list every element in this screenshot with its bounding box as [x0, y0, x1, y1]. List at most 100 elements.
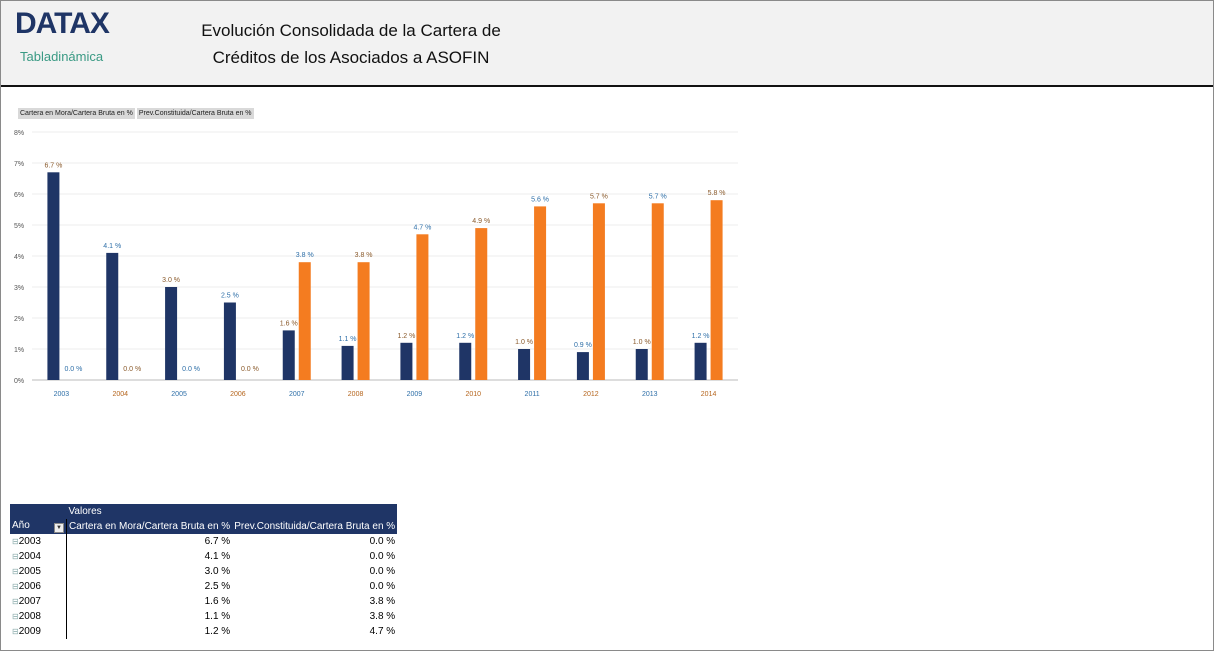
year-value: 2006	[18, 581, 41, 592]
expand-icon[interactable]: ⊟	[12, 612, 19, 621]
value-cell: 3.8 %	[369, 611, 396, 622]
year-cell[interactable]: ⊟2007	[10, 594, 67, 609]
x-tick-label: 2004	[112, 391, 128, 398]
expand-icon[interactable]: ⊟	[12, 627, 19, 636]
subtitle: Tabladinámica	[20, 49, 104, 64]
data-label: 5.7 %	[649, 193, 667, 200]
col1-header: Cartera en Mora/Cartera Bruta en %	[66, 519, 233, 534]
data-label: 3.8 %	[296, 252, 314, 259]
y-tick-label: 0%	[14, 378, 24, 385]
y-tick-label: 2%	[14, 316, 24, 323]
bar	[282, 330, 295, 380]
expand-icon[interactable]: ⊟	[12, 597, 19, 606]
data-label: 6.7 %	[44, 162, 62, 169]
bar	[165, 287, 178, 380]
year-value: 2003	[18, 536, 41, 547]
table-row: ⊟2008 1.1 % 3.8 %	[10, 609, 397, 624]
value-cell: 1.1 %	[204, 611, 231, 622]
value-cell: 0.0 %	[369, 566, 396, 577]
bar	[475, 228, 488, 380]
x-tick-label: 2007	[289, 391, 305, 398]
bar	[592, 203, 605, 380]
data-label: 4.7 %	[413, 224, 431, 231]
expand-icon[interactable]: ⊟	[12, 552, 19, 561]
title-line-1: Evolución Consolidada de la Cartera de	[201, 21, 501, 40]
year-value: 2007	[18, 596, 41, 607]
datax-logo: DATAX	[15, 7, 110, 40]
legend-series-2[interactable]: Prev.Constituida/Cartera Bruta en %	[136, 108, 254, 119]
header: DATAX Tabladinámica Evolución Consolidad…	[1, 1, 1213, 87]
bar	[223, 302, 236, 380]
value-cell: 3.8 %	[369, 596, 396, 607]
pivot-table: Valores Año ▼ Cartera en Mora/Cartera Brut…	[10, 504, 398, 639]
data-label: 1.2 %	[397, 333, 415, 340]
year-value: 2005	[18, 566, 41, 577]
data-label: 5.6 %	[531, 196, 549, 203]
bar	[635, 349, 648, 380]
table-row: ⊟2004 4.1 % 0.0 %	[10, 549, 397, 564]
bar	[694, 342, 707, 380]
title-line-2: Créditos de los Asociados a ASOFIN	[212, 48, 490, 67]
year-header: Año ▼	[10, 519, 67, 534]
x-tick-label: 2013	[642, 391, 658, 398]
value-cell: 0.0 %	[369, 581, 396, 592]
y-tick-label: 8%	[14, 130, 24, 137]
expand-icon[interactable]: ⊟	[12, 582, 19, 591]
value-cell: 1.2 %	[204, 626, 231, 637]
bar	[357, 262, 370, 380]
x-tick-label: 2006	[230, 391, 246, 398]
year-cell[interactable]: ⊟2006	[10, 579, 67, 594]
table-row: ⊟2009 1.2 % 4.7 %	[10, 624, 397, 639]
data-label: 5.8 %	[708, 190, 726, 197]
legend-series-1[interactable]: Cartera en Mora/Cartera Bruta en %	[18, 108, 135, 119]
year-cell[interactable]: ⊟2009	[10, 624, 67, 639]
value-cell: 0.0 %	[369, 536, 396, 547]
x-tick-label: 2010	[465, 391, 481, 398]
bar	[400, 342, 413, 380]
expand-icon[interactable]: ⊟	[12, 567, 19, 576]
bar	[47, 172, 60, 380]
x-tick-label: 2011	[525, 391, 540, 398]
y-tick-label: 6%	[14, 192, 24, 199]
data-label: 0.0 %	[241, 366, 259, 373]
data-label: 1.2 %	[692, 333, 710, 340]
year-cell[interactable]: ⊟2003	[10, 534, 67, 549]
bar	[576, 352, 589, 380]
data-label: 4.9 %	[472, 218, 490, 225]
bar	[106, 252, 119, 380]
value-cell: 3.0 %	[204, 566, 231, 577]
y-tick-label: 3%	[14, 285, 24, 292]
expand-icon[interactable]: ⊟	[12, 537, 19, 546]
year-cell[interactable]: ⊟2005	[10, 564, 67, 579]
year-cell[interactable]: ⊟2004	[10, 549, 67, 564]
value-cell: 0.0 %	[369, 551, 396, 562]
page-title: Evolución Consolidada de la Cartera de Cr…	[201, 17, 501, 71]
header-empty	[10, 504, 67, 519]
value-cell: 4.7 %	[369, 626, 396, 637]
value-cell: 6.7 %	[204, 536, 231, 547]
x-tick-label: 2014	[701, 391, 717, 398]
bar	[341, 345, 354, 380]
year-value: 2009	[18, 626, 41, 637]
filter-dropdown-icon[interactable]: ▼	[54, 523, 64, 533]
data-label: 0.9 %	[574, 342, 592, 349]
data-label: 0.0 %	[182, 366, 200, 373]
data-label: 2.5 %	[221, 293, 239, 300]
data-label: 1.0 %	[633, 339, 651, 346]
data-label: 3.8 %	[355, 252, 373, 259]
year-header-label: Año	[12, 520, 30, 531]
year-cell[interactable]: ⊟2008	[10, 609, 67, 624]
x-tick-label: 2008	[348, 391, 364, 398]
bar	[518, 349, 531, 380]
table-row: ⊟2006 2.5 % 0.0 %	[10, 579, 397, 594]
table-row: ⊟2007 1.6 % 3.8 %	[10, 594, 397, 609]
value-cell: 1.6 %	[204, 596, 231, 607]
y-tick-label: 1%	[14, 347, 24, 354]
data-label: 4.1 %	[103, 243, 121, 250]
bar	[534, 206, 547, 380]
y-tick-label: 5%	[14, 223, 24, 230]
bar	[298, 262, 311, 380]
data-label: 3.0 %	[162, 277, 180, 284]
bar	[651, 203, 664, 380]
valores-header: Valores	[66, 504, 398, 519]
